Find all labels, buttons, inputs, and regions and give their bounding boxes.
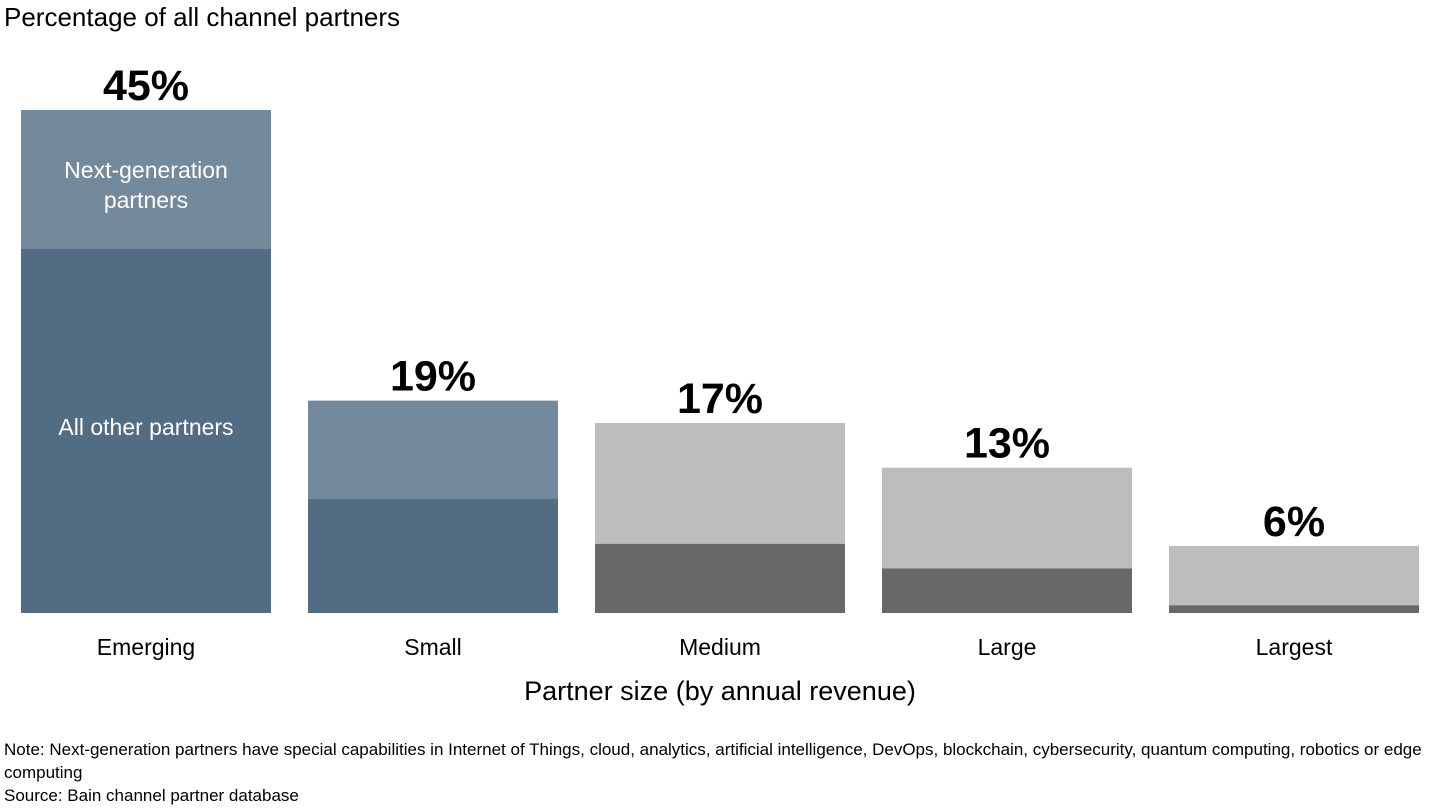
bar-next-gen-largest	[1169, 545, 1419, 606]
bar-next-gen-large	[882, 467, 1132, 569]
y-axis-label: Percentage of all channel partners	[4, 2, 401, 32]
category-label-largest: Largest	[1256, 634, 1333, 660]
x-axis-label: Partner size (by annual revenue)	[524, 676, 916, 706]
bar-all-other-medium	[595, 543, 845, 613]
bar-all-other-large	[882, 568, 1132, 613]
bar-next-gen-medium	[595, 422, 845, 544]
stacked-bar-chart: 45% Emerging Next-generation partners All ot…	[21, 62, 1419, 706]
total-label-largest: 6%	[1263, 498, 1325, 546]
category-label-large: Large	[978, 634, 1037, 660]
footnotes: Note: Next-generation partners have spec…	[4, 738, 1434, 807]
category-label-medium: Medium	[679, 634, 761, 660]
bar-all-other-small	[308, 498, 558, 613]
bar-all-other-largest	[1169, 605, 1419, 613]
source-text: Source: Bain channel partner database	[4, 786, 299, 805]
category-label-emerging: Emerging	[97, 634, 195, 660]
in-bar-label-next-gen-line2: partners	[104, 187, 188, 213]
in-bar-label-all-other: All other partners	[58, 414, 233, 440]
total-label-small: 19%	[390, 353, 476, 401]
bar-next-gen-emerging	[21, 110, 271, 249]
category-label-small: Small	[404, 634, 462, 660]
total-label-large: 13%	[964, 420, 1050, 468]
in-bar-label-next-gen-line1: Next-generation	[64, 157, 228, 183]
note-text: Note: Next-generation partners have spec…	[4, 740, 1422, 782]
bar-next-gen-small	[308, 400, 558, 499]
total-label-emerging: 45%	[103, 62, 189, 110]
bar-all-other-emerging	[21, 248, 271, 614]
total-label-medium: 17%	[677, 375, 763, 423]
